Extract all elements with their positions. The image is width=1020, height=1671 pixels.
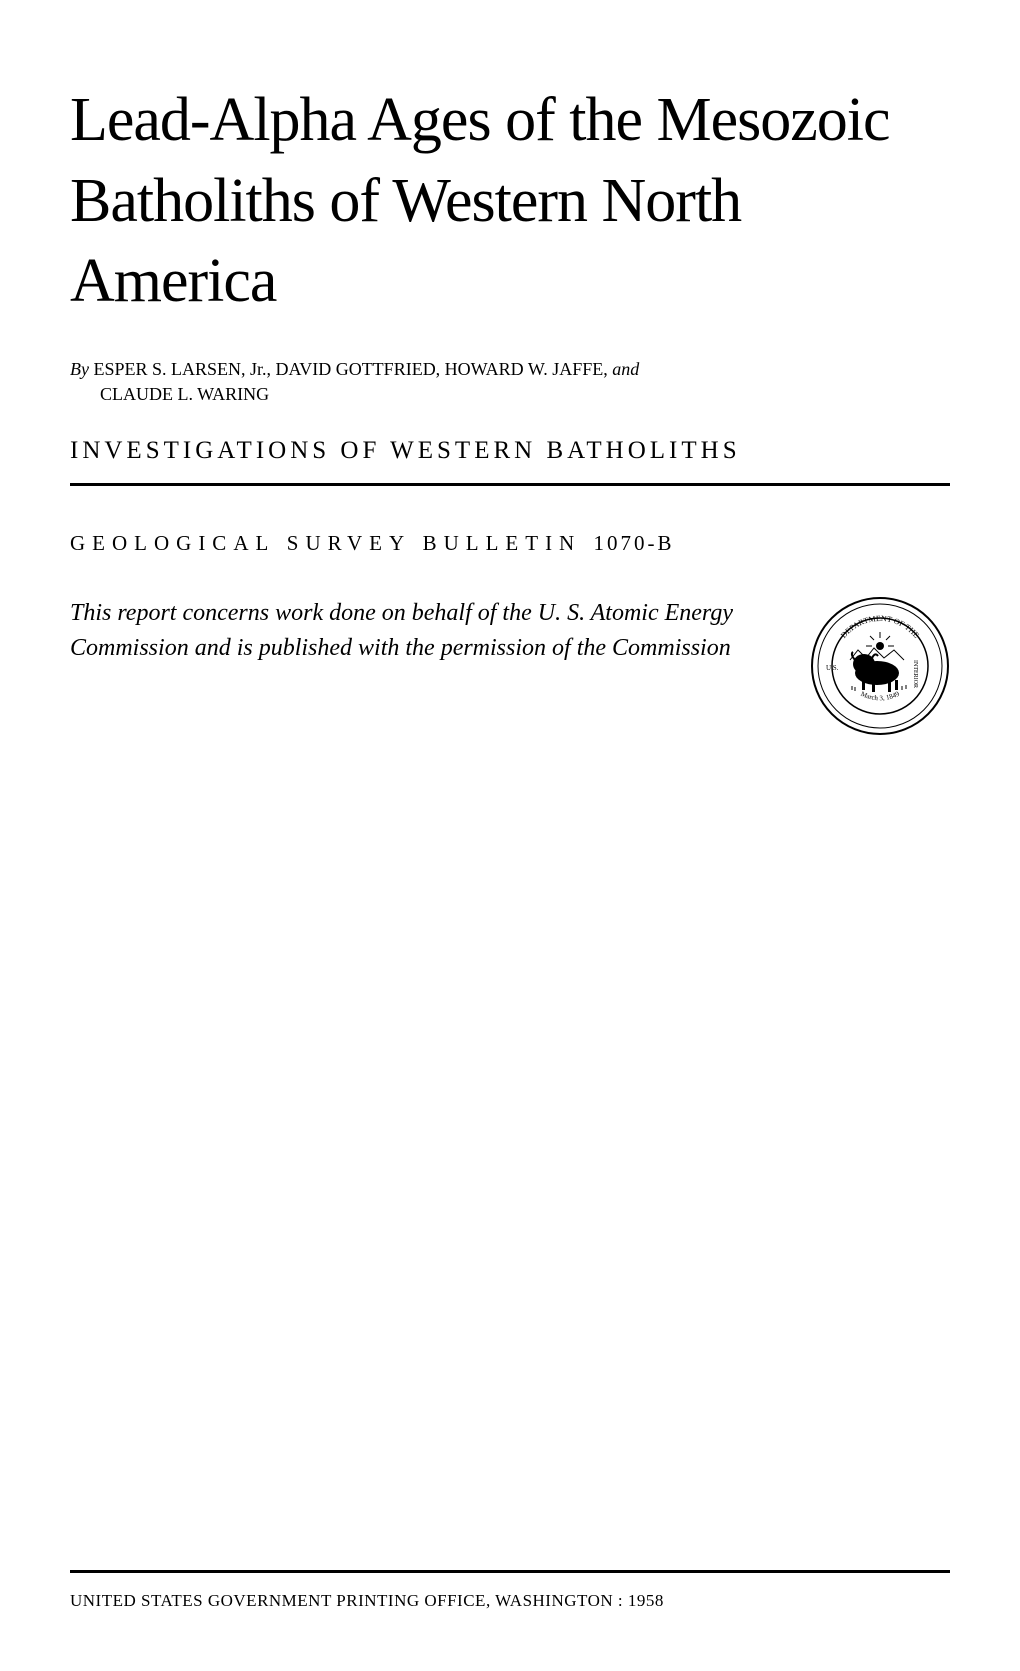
seal-right-text: INTERIOR [912,660,918,688]
bulletin-label: GEOLOGICAL SURVEY BULLETIN [70,531,593,555]
authors-block: By ESPER S. LARSEN, Jr., DAVID GOTTFRIED… [70,357,950,407]
and-label: and [612,359,639,379]
by-label: By [70,359,89,379]
footer-text: UNITED STATES GOVERNMENT PRINTING OFFICE… [70,1591,950,1611]
investigation-subtitle: INVESTIGATIONS OF WESTERN BATHOLITHS [70,437,950,465]
authors-names-1: ESPER S. LARSEN, Jr., DAVID GOTTFRIED, H… [89,359,612,379]
seal-bottom-text: March 3, 1849 [859,690,901,703]
authors-line-1: By ESPER S. LARSEN, Jr., DAVID GOTTFRIED… [70,357,950,382]
report-description: This report concerns work done on behalf… [70,596,780,666]
authors-line-2: CLAUDE L. WARING [70,382,950,407]
description-row: This report concerns work done on behalf… [70,596,950,736]
footer-block: UNITED STATES GOVERNMENT PRINTING OFFICE… [70,1570,950,1611]
divider-top [70,483,950,486]
svg-text:March 3, 1849: March 3, 1849 [859,690,901,703]
divider-footer [70,1570,950,1573]
bulletin-line: GEOLOGICAL SURVEY BULLETIN 1070-B [70,531,950,556]
bulletin-number: 1070-B [593,531,674,555]
department-seal-icon: DEPARTMENT OF THE March 3, 1849 [810,596,950,736]
seal-left-text: U.S. [826,664,839,672]
document-title: Lead-Alpha Ages of the Mesozoic Batholit… [70,80,950,322]
